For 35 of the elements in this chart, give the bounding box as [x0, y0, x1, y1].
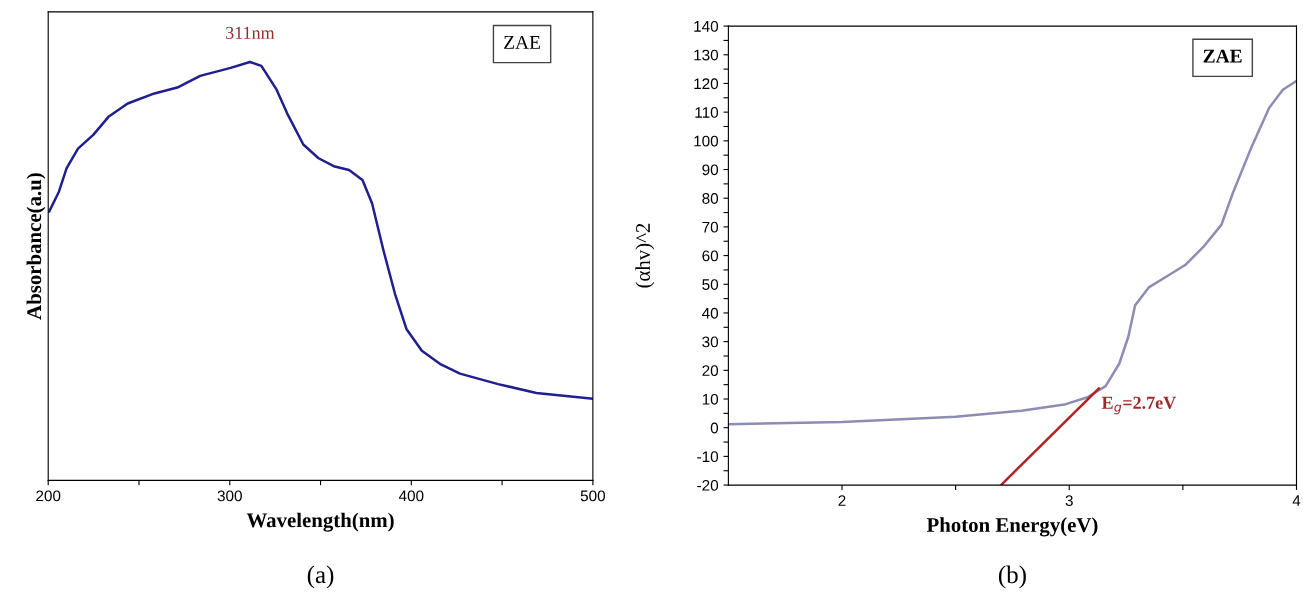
y-tick-label: 120: [694, 78, 719, 90]
y-tick-label: 140: [694, 20, 719, 32]
y-tick-label: 70: [702, 221, 719, 233]
y-tick-label: 30: [702, 336, 719, 348]
y-tick-label: 0: [710, 422, 719, 434]
x-axis-title: Wavelength(nm): [246, 512, 394, 532]
x-tick-label: 4: [1292, 495, 1301, 506]
y-tick-label: 40: [702, 307, 719, 319]
annotation: ZAE: [1203, 49, 1242, 63]
y-tick-label: 60: [702, 250, 719, 262]
annotation: E$_{g}$=2.7eV: [1101, 396, 1176, 415]
x-axis-title: Photon Energy(eV): [926, 517, 1098, 537]
x-tick-label: 3: [1065, 495, 1073, 507]
y-tick-label: -10: [697, 451, 719, 463]
x-tick-label: 500: [580, 490, 606, 502]
line-series: [728, 79, 1297, 426]
y-tick-label: 20: [702, 365, 719, 377]
x-tick-label: 200: [36, 490, 61, 502]
x-tick-label: 2: [838, 495, 846, 506]
text: (b): [998, 565, 1026, 589]
y-tick-label: 130: [694, 49, 719, 61]
x-tick-label: 300: [217, 490, 242, 502]
y-tick-label: 50: [702, 279, 719, 290]
y-tick-label: 100: [694, 135, 719, 147]
y-tick-label: 10: [702, 393, 719, 405]
y-tick-label: 90: [702, 164, 719, 176]
y-tick-label: 80: [702, 193, 719, 204]
text: ZAE: [504, 35, 540, 49]
y-axis-title: (αhv)^2: [635, 223, 655, 288]
x-tick-label: 400: [398, 490, 424, 502]
y-axis-title: Absorbance(a.u): [26, 173, 46, 320]
annotation: 311nm: [226, 26, 275, 39]
text: (a): [307, 565, 334, 589]
y-tick-label: 110: [695, 107, 719, 118]
y-tick-label: -20: [697, 479, 719, 491]
